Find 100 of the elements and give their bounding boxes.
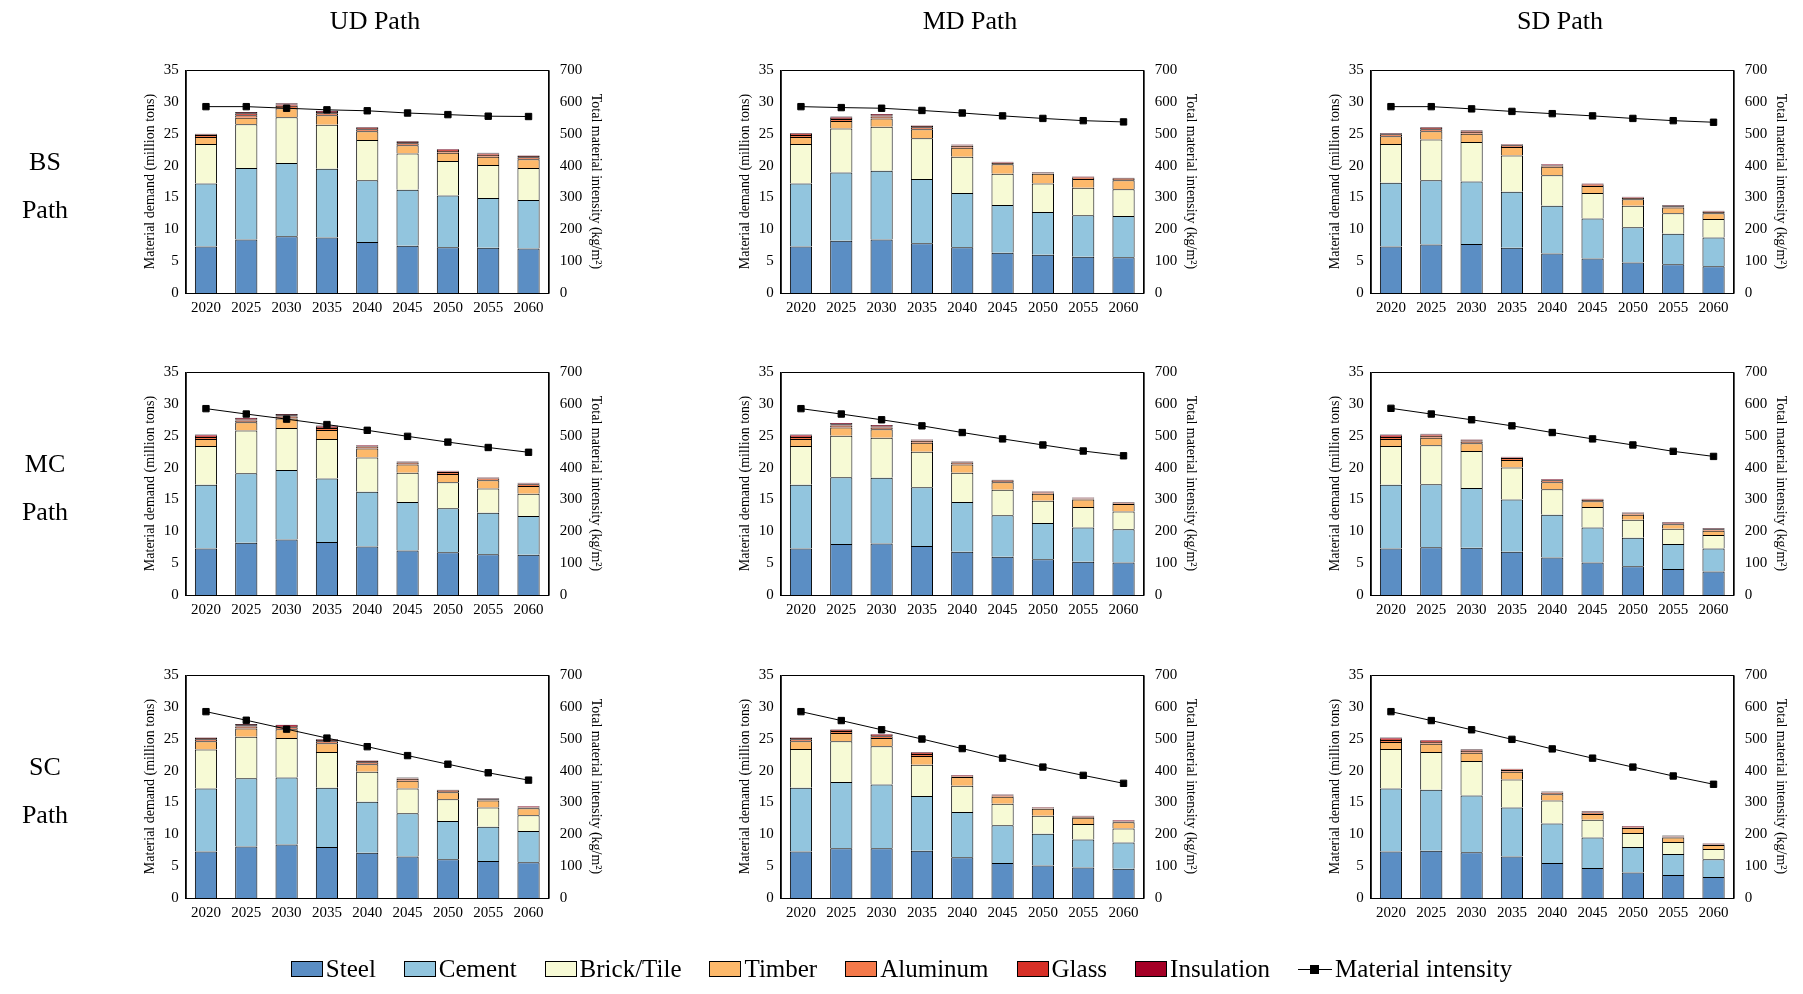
y2-tick-label: 100 [1154,252,1178,269]
y2-tick-label: 0 [1154,283,1163,300]
x-tick-label: 2040 [1537,600,1568,617]
y2-tick-label: 0 [1744,888,1753,905]
chart-title: SD Path [1516,6,1604,36]
y2-tick-label: 0 [1744,585,1753,602]
y2-tick-label: 500 [559,426,583,443]
x-tick-label: 2040 [352,298,383,315]
y2-axis-title: Total material intensity (kg/m²) [1772,395,1789,572]
y-tick-label: 5 [766,252,774,269]
x-tick-label: 2035 [1496,903,1527,920]
y-tick-label: 0 [1356,585,1364,602]
y-tick-label: 25 [1348,729,1364,746]
y-tick-label: 30 [1348,92,1364,109]
y-tick-label: 20 [1348,458,1364,475]
x-tick-label: 2055 [1658,903,1689,920]
y-tick-label: 25 [758,729,774,746]
y-tick-label: 35 [163,665,179,682]
y-tick-label: 20 [163,761,179,778]
y2-tick-label: 500 [1154,729,1178,746]
x-tick-label: 2045 [1577,903,1608,920]
x-tick-label: 2030 [271,600,302,617]
y-tick-label: 10 [1348,220,1364,237]
y-tick-label: 30 [163,394,179,411]
y2-tick-label: 0 [559,283,568,300]
x-tick-label: 2050 [1617,298,1648,315]
x-tick-label: 2050 [432,903,463,920]
y2-tick-label: 700 [559,665,583,682]
y2-tick-label: 500 [559,729,583,746]
y2-axis-title: Total material intensity (kg/m²) [1182,395,1199,572]
y-tick-label: 35 [758,665,774,682]
y2-tick-label: 500 [1154,124,1178,141]
y-axis-title: Material demand (million tons) [142,395,159,572]
x-tick-label: 2020 [190,298,221,315]
y2-tick-label: 400 [1154,156,1178,173]
y-tick-label: 25 [758,426,774,443]
y-tick-label: 15 [758,188,774,205]
x-tick-label: 2060 [1698,600,1729,617]
y2-axis-title: Total material intensity (kg/m²) [587,698,604,875]
y-tick-label: 30 [758,394,774,411]
y2-tick-label: 400 [1154,458,1178,475]
y2-tick-label: 700 [1154,60,1178,77]
y2-tick-label: 0 [1154,888,1163,905]
y-tick-label: 30 [758,92,774,109]
y2-axis-title: Total material intensity (kg/m²) [1182,93,1199,270]
x-tick-label: 2060 [1108,903,1139,920]
x-tick-label: 2050 [1617,903,1648,920]
y-tick-label: 10 [163,522,179,539]
y2-tick-label: 100 [1744,554,1768,571]
y-tick-label: 30 [1348,697,1364,714]
y-tick-label: 20 [758,761,774,778]
chart-title: UD Path [328,6,422,36]
x-tick-label: 2055 [1068,298,1099,315]
y-tick-label: 20 [163,156,179,173]
text: SC Path [20,751,70,831]
y-tick-label: 0 [1356,283,1364,300]
x-tick-label: 2040 [947,600,978,617]
y-tick-label: 0 [766,283,774,300]
y-tick-label: 25 [758,124,774,141]
x-tick-label: 2045 [392,903,423,920]
x-tick-label: 2025 [1416,903,1447,920]
y-tick-label: 25 [163,426,179,443]
y2-tick-label: 500 [1744,729,1768,746]
x-tick-label: 2035 [906,600,937,617]
text: MC Path [20,448,70,528]
y-tick-label: 5 [171,554,179,571]
legend-label: Timber [744,955,818,983]
x-tick-label: 2035 [1496,600,1527,617]
y2-tick-label: 300 [1744,793,1768,810]
y-tick-label: 25 [1348,426,1364,443]
x-tick-label: 2020 [190,903,221,920]
x-tick-label: 2050 [1027,600,1058,617]
y-tick-label: 20 [758,156,774,173]
y-axis-title: Material demand (million tons) [1327,93,1344,270]
x-tick-label: 2060 [1108,298,1139,315]
y2-tick-label: 200 [1154,220,1178,237]
y-tick-label: 35 [758,60,774,77]
x-tick-label: 2055 [1068,600,1099,617]
y2-tick-label: 200 [559,220,583,237]
y-axis-title: Material demand (million tons) [737,395,754,572]
x-tick-label: 2030 [271,298,302,315]
y-tick-label: 0 [766,888,774,905]
y2-tick-label: 700 [1744,362,1768,379]
y2-tick-label: 100 [1154,857,1178,874]
y2-tick-label: 200 [1154,522,1178,539]
x-tick-label: 2050 [432,298,463,315]
x-tick-label: 2025 [231,600,262,617]
x-tick-label: 2025 [826,903,857,920]
x-tick-label: 2040 [947,298,978,315]
x-tick-label: 2035 [311,298,342,315]
x-tick-label: 2045 [392,600,423,617]
y-tick-label: 0 [1356,888,1364,905]
y2-tick-label: 400 [559,156,583,173]
y2-tick-label: 200 [1744,220,1768,237]
y2-tick-label: 600 [1744,394,1768,411]
x-tick-label: 2030 [1456,903,1487,920]
x-tick-label: 2025 [231,298,262,315]
legend-label: Glass [1051,955,1108,983]
y-axis-title: Material demand (million tons) [1327,698,1344,875]
y2-tick-label: 400 [1154,761,1178,778]
